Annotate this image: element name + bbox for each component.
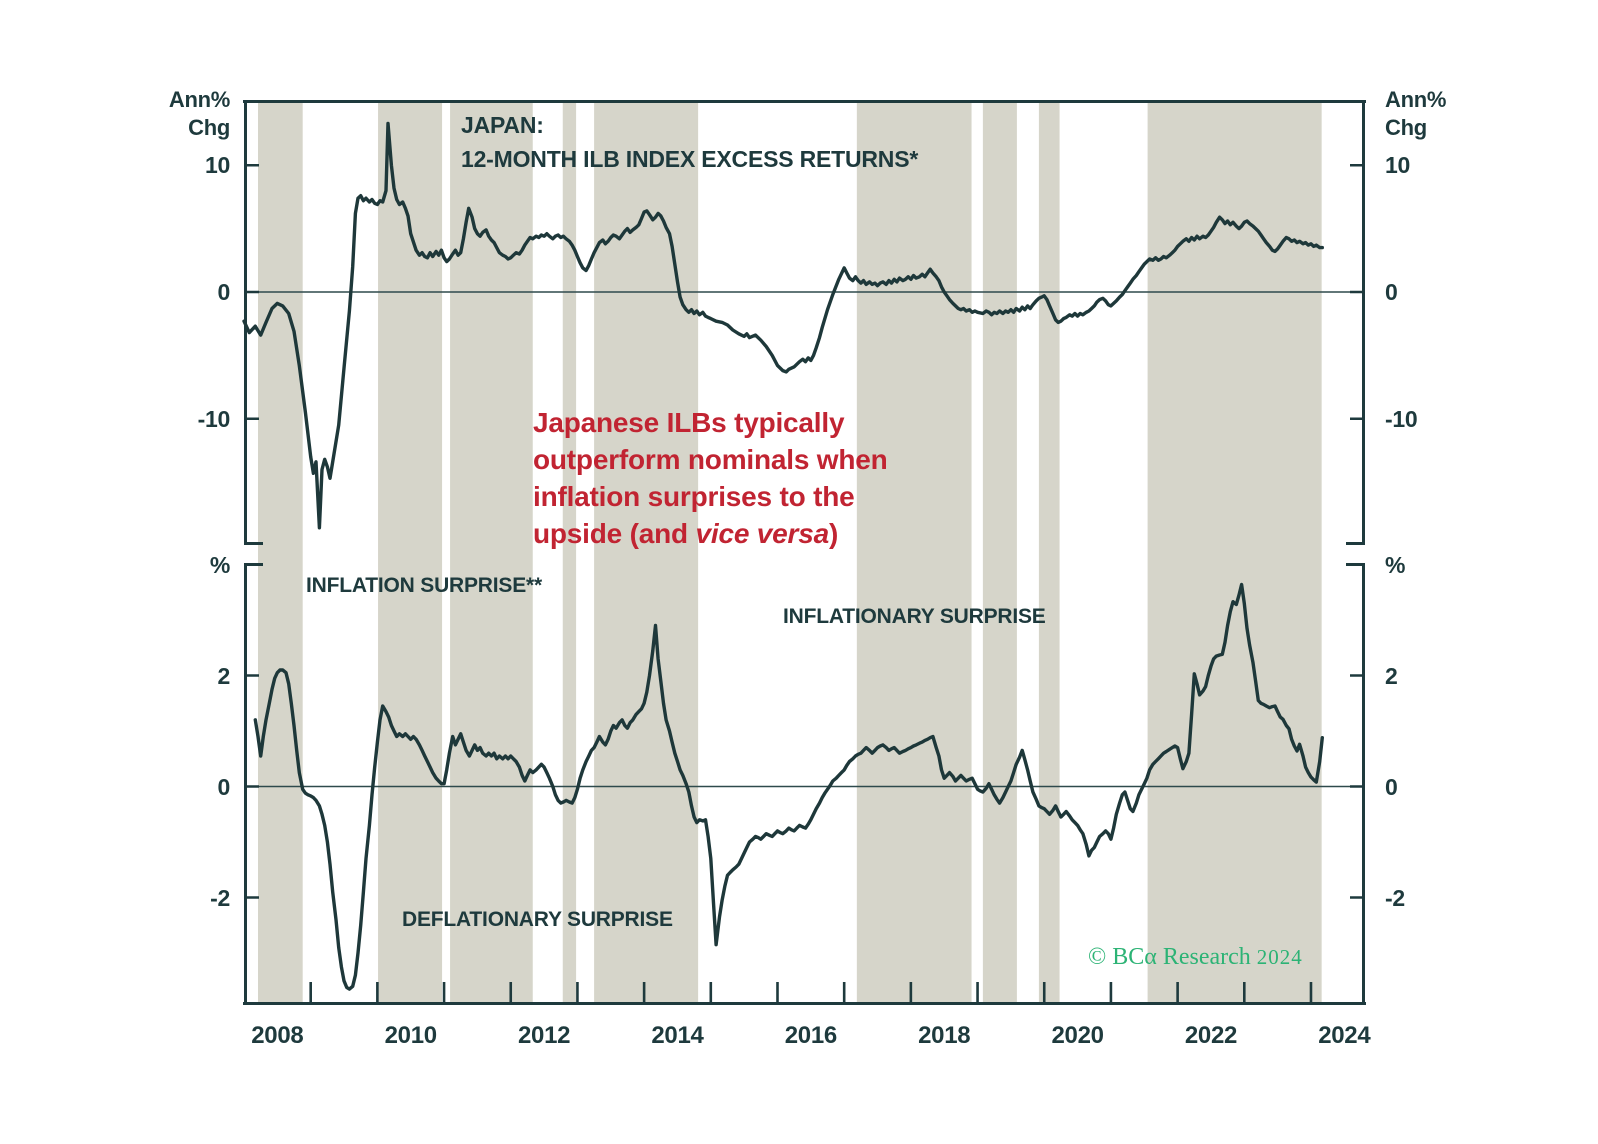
shaded-band <box>1147 101 1322 1003</box>
y-axis-unit-line1: Ann% <box>1385 87 1447 112</box>
y-axis-unit-top-left: Ann% Chg <box>128 86 230 142</box>
copyright-symbol: © BC <box>1088 944 1145 970</box>
copyright-year: 2024 <box>1256 945 1303 969</box>
annotation-line4-post: ) <box>828 518 839 549</box>
x-year-label: 2018 <box>918 1022 971 1049</box>
y-axis-unit-line1: Ann% <box>168 87 230 112</box>
y-tick-label-right: -10 <box>1385 405 1418 432</box>
y-axis-unit-bottom-right: % <box>1385 552 1406 578</box>
alpha-glyph: α <box>1144 944 1157 970</box>
y-tick-label-right: -2 <box>1385 884 1405 911</box>
annotation-line1: Japanese ILBs typically <box>533 407 845 438</box>
x-year-label: 2016 <box>784 1022 838 1049</box>
y-axis-unit-bottom-left: % <box>209 552 230 578</box>
y-tick-label-right: 2 <box>1385 662 1398 689</box>
x-year-label: 2012 <box>517 1022 571 1049</box>
chart-title-line1: JAPAN: <box>461 112 544 138</box>
x-year-label: 2020 <box>1051 1022 1104 1049</box>
annotation-line2: outperform nominals when <box>533 444 888 475</box>
annotation-line4-pre: upside (and <box>533 518 696 549</box>
x-year-label: 2024 <box>1318 1022 1371 1049</box>
y-tick-label-left: -10 <box>197 405 231 432</box>
shaded-band <box>856 101 972 1003</box>
shaded-band <box>378 101 443 1003</box>
annotation-line4-italic: vice versa <box>695 518 830 549</box>
shaded-band <box>982 101 1017 1003</box>
annotation-line4: upside (and vice versa) <box>533 515 888 552</box>
y-tick-label-left: 2 <box>217 662 231 689</box>
shaded-band <box>1038 101 1060 1003</box>
y-tick-label-left: -2 <box>210 884 230 911</box>
series-line-inflation_surprise <box>253 582 1325 991</box>
inflationary-surprise-label: INFLATIONARY SURPRISE <box>783 605 1046 628</box>
y-tick-label-left: 0 <box>217 773 231 800</box>
y-tick-label-left: 10 <box>205 152 230 179</box>
x-year-label: 2008 <box>251 1022 304 1049</box>
shaded-band <box>594 101 699 1003</box>
x-year-label: 2014 <box>651 1022 704 1049</box>
y-tick-label-right: 0 <box>1385 279 1398 305</box>
y-tick-label-right: 10 <box>1385 152 1410 179</box>
shaded-band <box>562 101 577 1003</box>
deflationary-surprise-label: DEFLATIONARY SURPRISE <box>402 908 673 931</box>
series-line-ilb_excess_returns <box>242 121 1325 530</box>
bca-research-logo: © BCα Research 2024 <box>1088 944 1303 971</box>
shaded-band <box>258 101 303 1003</box>
shaded-band <box>450 101 533 1003</box>
chart-title-line2: 12-MONTH ILB INDEX EXCESS RETURNS* <box>461 146 919 172</box>
y-axis-unit-top-right: Ann% Chg <box>1385 86 1446 142</box>
brand-name: Research <box>1156 944 1257 970</box>
y-axis-unit-line2: Chg <box>188 115 230 140</box>
y-tick-label-right: 0 <box>1385 773 1398 800</box>
x-year-label: 2022 <box>1184 1022 1238 1049</box>
x-year-label: 2010 <box>384 1022 438 1049</box>
annotation-text: Japanese ILBs typically outperform nomin… <box>533 404 888 552</box>
inflation-surprise-label: INFLATION SURPRISE** <box>306 574 542 597</box>
y-tick-label-left: 0 <box>217 279 231 305</box>
annotation-line3: inflation surprises to the <box>533 481 855 512</box>
y-axis-unit-line2: Chg <box>1385 115 1427 140</box>
